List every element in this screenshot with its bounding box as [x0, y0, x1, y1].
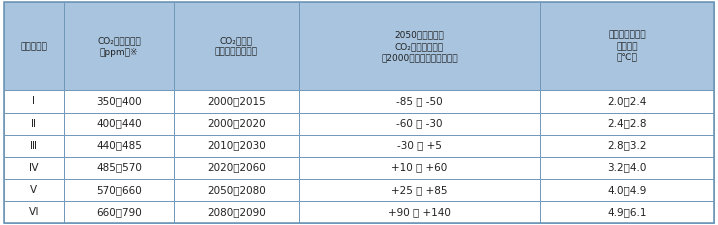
Bar	[299, 2, 540, 90]
Bar	[4, 135, 64, 157]
Bar	[174, 201, 299, 223]
Bar	[299, 179, 540, 201]
Text: CO₂排出が
ピークを迎える年: CO₂排出が ピークを迎える年	[215, 36, 258, 56]
Bar	[299, 201, 540, 223]
Text: Ⅰ: Ⅰ	[32, 97, 35, 106]
Bar	[299, 135, 540, 157]
Text: 2.0～2.4: 2.0～2.4	[607, 97, 647, 106]
Text: 2010～2030: 2010～2030	[207, 141, 266, 151]
Text: 2050～2080: 2050～2080	[207, 185, 266, 195]
Bar	[540, 201, 714, 223]
Text: 2.8～3.2: 2.8～3.2	[607, 141, 647, 151]
Bar	[174, 135, 299, 157]
Text: 2000～2020: 2000～2020	[207, 119, 266, 128]
Text: 440～485: 440～485	[96, 141, 142, 151]
Text: 2050年における
CO₂排出量の変化
（2000年比のパーセント）: 2050年における CO₂排出量の変化 （2000年比のパーセント）	[381, 30, 458, 62]
Bar	[64, 157, 174, 179]
Text: Ⅵ: Ⅵ	[29, 207, 39, 217]
Bar	[4, 2, 64, 90]
Text: -30 〜 +5: -30 〜 +5	[397, 141, 442, 151]
Text: 4.9～6.1: 4.9～6.1	[607, 207, 647, 217]
Bar	[540, 2, 714, 90]
Text: 2020～2060: 2020～2060	[207, 163, 266, 173]
Text: +90 〜 +140: +90 〜 +140	[388, 207, 451, 217]
Bar	[174, 90, 299, 112]
Bar	[64, 2, 174, 90]
Text: Ⅲ: Ⅲ	[30, 141, 37, 151]
Text: +10 〜 +60: +10 〜 +60	[391, 163, 447, 173]
Text: 660～790: 660～790	[96, 207, 142, 217]
Text: 2080～2090: 2080～2090	[207, 207, 266, 217]
Bar	[4, 201, 64, 223]
Text: カテゴリー: カテゴリー	[20, 42, 47, 51]
Text: 4.0～4.9: 4.0～4.9	[607, 185, 647, 195]
Text: 3.2～4.0: 3.2～4.0	[607, 163, 647, 173]
Text: -85 〜 -50: -85 〜 -50	[396, 97, 443, 106]
Bar	[64, 179, 174, 201]
Bar	[299, 112, 540, 135]
Bar	[64, 90, 174, 112]
Bar	[540, 112, 714, 135]
Bar	[299, 90, 540, 112]
Text: Ⅱ: Ⅱ	[32, 119, 37, 128]
Bar	[174, 112, 299, 135]
Bar	[64, 135, 174, 157]
Bar	[64, 201, 174, 223]
Text: Ⅳ: Ⅳ	[29, 163, 39, 173]
Text: Ⅴ: Ⅴ	[30, 185, 37, 195]
Text: -60 〜 -30: -60 〜 -30	[396, 119, 443, 128]
Bar	[540, 157, 714, 179]
Bar	[299, 157, 540, 179]
Bar	[4, 90, 64, 112]
Bar	[540, 179, 714, 201]
Text: 350～400: 350～400	[96, 97, 142, 106]
Bar	[540, 90, 714, 112]
Text: 485～570: 485～570	[96, 163, 142, 173]
Text: 400～440: 400～440	[96, 119, 142, 128]
Bar	[64, 112, 174, 135]
Text: CO₂安定化濃度
（ppm）※: CO₂安定化濃度 （ppm）※	[97, 36, 141, 56]
Bar	[4, 179, 64, 201]
Text: 570～660: 570～660	[96, 185, 142, 195]
Bar	[4, 157, 64, 179]
Bar	[174, 2, 299, 90]
Bar	[540, 135, 714, 157]
Bar	[174, 179, 299, 201]
Text: 2000～2015: 2000～2015	[207, 97, 266, 106]
Text: 産業革命以降の
気温上昇
（℃）: 産業革命以降の 気温上昇 （℃）	[609, 30, 646, 62]
Text: 2.4～2.8: 2.4～2.8	[607, 119, 647, 128]
Bar	[4, 112, 64, 135]
Text: +25 〜 +85: +25 〜 +85	[391, 185, 447, 195]
Bar	[174, 157, 299, 179]
